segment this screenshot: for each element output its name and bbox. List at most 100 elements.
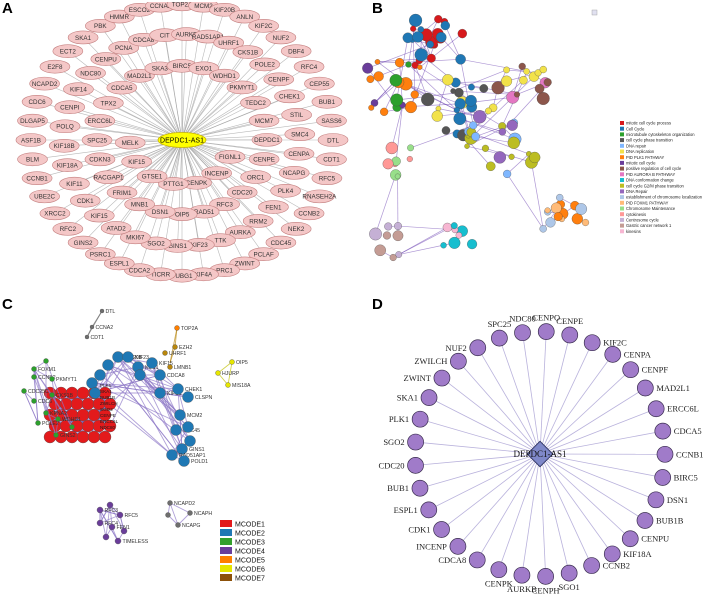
legend-label: cell cycle G2/M phase transition — [626, 183, 685, 188]
node-ellipse — [226, 185, 258, 200]
gene-node — [170, 424, 182, 436]
edge — [85, 139, 183, 201]
term-node — [455, 54, 466, 65]
node-label: FRIM1 — [113, 190, 132, 197]
node-label: CDCA8 — [133, 37, 155, 44]
edge — [539, 453, 631, 540]
node-label: CEP55 — [309, 81, 329, 88]
gene-node: KIF2C — [583, 334, 627, 352]
node-label: OIP5 — [236, 360, 248, 366]
node-label: AURKB — [507, 584, 537, 594]
node-label: PRC1 — [216, 267, 233, 274]
term-node — [394, 58, 405, 68]
node-label: CDC45 — [271, 240, 292, 247]
node-circle — [647, 491, 665, 509]
gene-node — [167, 364, 173, 370]
node-label: RFC4 — [301, 64, 318, 71]
node-ellipse — [52, 222, 84, 236]
legend-label: microtubule cytoskeleton organization — [626, 132, 695, 137]
gene-node — [59, 397, 73, 411]
node-label: CLSPN — [195, 395, 213, 401]
legend-swatch — [620, 178, 624, 182]
legend-swatch — [620, 132, 624, 137]
gene-node: INCENP — [416, 538, 467, 555]
gene-node — [81, 419, 95, 433]
node-label: MCM2 — [194, 3, 213, 10]
node-label: UHRF1 — [218, 40, 239, 47]
node-label: HMMR — [109, 14, 129, 21]
edge — [181, 139, 221, 241]
node-label: PLK1 — [100, 383, 112, 388]
legend-swatch — [620, 189, 624, 194]
legend-label: PID AURORA B PATHWAY — [626, 172, 675, 177]
node-label: CDK1 — [408, 524, 430, 534]
node-label: MAD2L1 — [127, 73, 152, 80]
gene-node — [102, 533, 110, 541]
edge — [137, 366, 185, 462]
node-label: BIRC5 — [173, 63, 192, 70]
node-ellipse — [209, 197, 240, 211]
gene-node: PLK1 — [389, 410, 429, 428]
edge — [441, 453, 541, 530]
term-node — [581, 218, 590, 227]
gene-node — [114, 537, 122, 545]
node-label: ATAD2 — [106, 225, 126, 232]
gene-node: ZWILCH — [414, 352, 467, 370]
node-label: KIFC1 — [167, 391, 182, 397]
gene-node: RRM2 — [242, 214, 274, 228]
gene-node — [106, 501, 114, 509]
edge — [408, 64, 458, 111]
node-label: GTSE1 — [142, 174, 163, 181]
edge — [105, 504, 111, 538]
gene-node: NCAPD2 — [29, 76, 60, 91]
edge — [33, 368, 53, 380]
node-label: CHEK1 — [279, 94, 300, 101]
gene-node — [103, 419, 117, 433]
node-ellipse — [124, 69, 155, 83]
edge — [217, 361, 233, 374]
gene-node: CHEK1 — [274, 89, 305, 104]
gene-node — [122, 351, 134, 363]
gene-node — [76, 386, 90, 400]
node-label: CENPE — [253, 156, 275, 163]
gene-node: NEK2 — [280, 222, 312, 236]
edge — [506, 173, 544, 230]
node-label: SPC25 — [488, 319, 512, 329]
edge — [391, 104, 403, 149]
gene-node: BLM — [17, 152, 48, 167]
term-node — [369, 227, 382, 241]
edge — [453, 90, 518, 95]
node-label: KIF20B — [214, 7, 235, 14]
gene-node: KIF15 — [121, 154, 152, 169]
node-ellipse — [48, 139, 80, 153]
node-label: KIF23 — [191, 242, 208, 249]
node-label: POLQ — [56, 124, 74, 131]
node-label: PLK1 — [389, 414, 409, 424]
node-label: RNASEH2A — [302, 194, 337, 201]
gene-node: INCENP — [201, 166, 233, 180]
node-ellipse — [85, 247, 116, 261]
term-node — [467, 239, 478, 250]
hub-diamond — [526, 440, 554, 468]
gene-node: ANLN — [229, 9, 261, 24]
term-node — [465, 94, 477, 107]
legend-label: MCODE3 — [235, 539, 265, 546]
node-label: DTL — [106, 309, 116, 315]
node-circle — [468, 551, 486, 569]
node-label: POLD1 — [191, 459, 208, 465]
node-label: BUB1B — [100, 395, 115, 400]
node-circle — [647, 400, 665, 418]
term-node — [575, 203, 587, 215]
node-label: SKA1 — [397, 393, 418, 403]
node-ellipse — [81, 133, 113, 147]
gene-node: WDHD1 — [209, 68, 240, 83]
edge — [522, 332, 541, 455]
node-label: PCNA — [115, 45, 133, 52]
node-ellipse — [278, 166, 310, 180]
legend-swatch — [620, 183, 624, 188]
gene-node: DSN1 — [647, 491, 688, 509]
legend-label: DNA conformation change — [626, 178, 675, 183]
node-circle — [449, 538, 467, 555]
edge — [181, 36, 209, 141]
